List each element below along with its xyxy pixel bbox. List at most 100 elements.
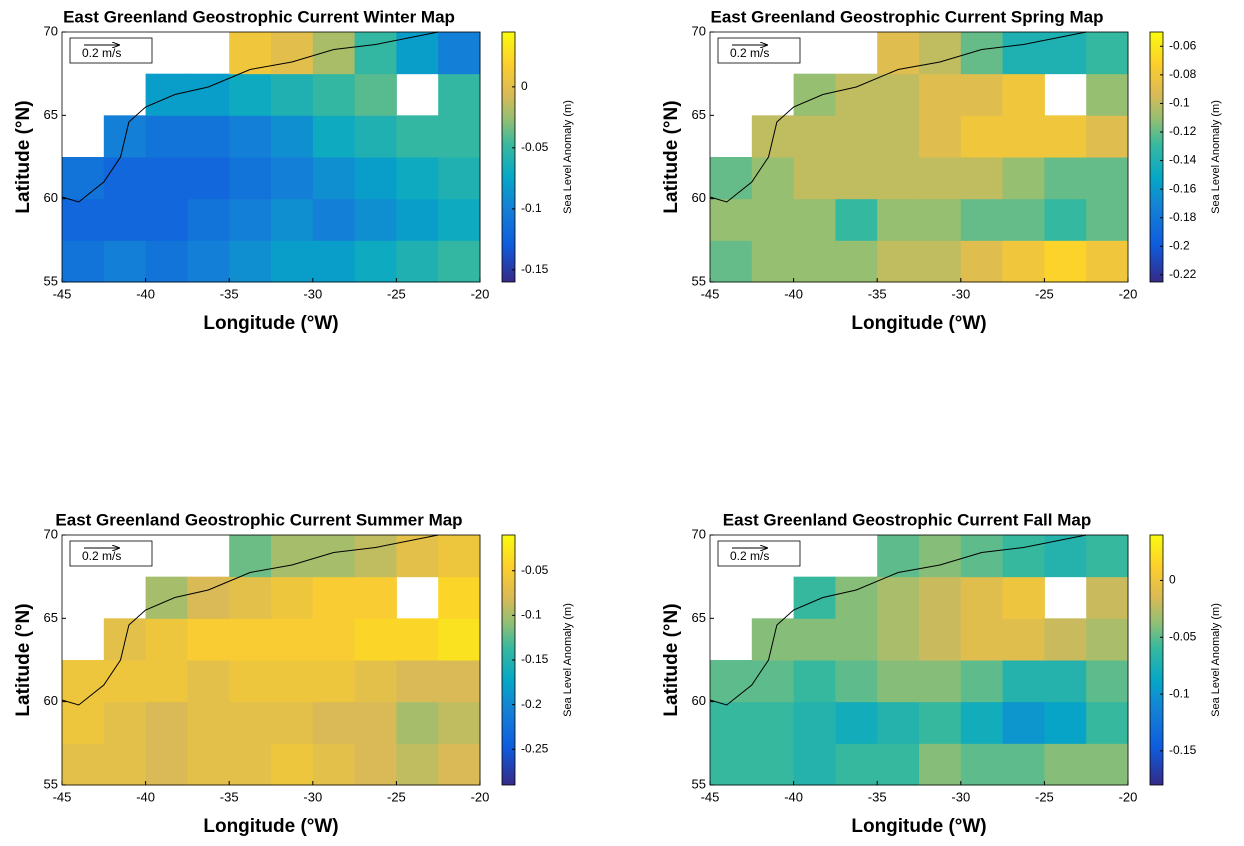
sla-cell — [710, 743, 753, 786]
sla-cell — [145, 240, 188, 283]
sla-cell — [354, 576, 397, 619]
map-panel: -45 -40 -35 -30 -25 -20 55 60 65 70 East Greenland… — [661, 510, 1222, 837]
sla-cell — [960, 576, 1004, 619]
sla-cell — [354, 701, 397, 744]
sla-cell — [229, 240, 272, 283]
colorbar-tick-label: -0.15 — [521, 652, 549, 666]
sla-cell — [835, 73, 878, 116]
x-tick-label: -20 — [1119, 789, 1138, 804]
x-tick-label: -25 — [387, 286, 406, 301]
colorbar-tick-label: -0.15 — [521, 262, 549, 276]
coastline — [709, 31, 1087, 203]
y-tick-label: 70 — [44, 526, 58, 541]
x-tick-label: -45 — [701, 789, 720, 804]
sla-cell — [1086, 198, 1129, 241]
y-tick-label: 60 — [692, 190, 706, 205]
sla-cell — [710, 701, 753, 744]
sla-cell — [960, 115, 1004, 158]
sla-cell — [793, 743, 836, 786]
sla-cell — [960, 157, 1004, 200]
sla-cell — [793, 73, 836, 116]
sla-cell — [919, 701, 962, 744]
axes-frame — [709, 534, 1129, 786]
colorbar-tick-label: -0.2 — [521, 697, 542, 711]
sla-cell — [1002, 618, 1045, 661]
sla-cell — [877, 115, 920, 158]
sla-cell — [187, 240, 230, 283]
sla-cell — [145, 157, 188, 200]
sla-cell — [877, 660, 920, 703]
reference-box — [69, 37, 153, 64]
sla-cell — [960, 240, 1004, 283]
sla-cell — [103, 198, 147, 241]
sla-cell — [919, 157, 962, 200]
sla-cell — [1002, 32, 1045, 75]
sla-cell — [793, 660, 836, 703]
x-tick-label: -25 — [387, 789, 406, 804]
colorbar-tick-label: -0.1 — [521, 201, 542, 215]
x-tick-label: -25 — [1035, 789, 1054, 804]
sla-cell — [354, 660, 397, 703]
sla-cell — [187, 73, 230, 116]
sla-cell — [710, 660, 753, 703]
sla-cell — [396, 535, 439, 578]
sla-cell — [1044, 240, 1087, 283]
colorbar-tick-label: 0 — [1169, 573, 1176, 587]
sla-cell — [1044, 701, 1087, 744]
sla-cell — [1044, 32, 1087, 75]
chart-title: East Greenland Geostrophic Current Fall … — [723, 510, 1091, 529]
sla-cell — [62, 157, 105, 200]
x-tick-label: -30 — [951, 789, 970, 804]
chart-title: East Greenland Geostrophic Current Winte… — [63, 7, 455, 26]
y-tick-label: 65 — [44, 610, 58, 625]
sla-cell — [835, 660, 878, 703]
reference-box — [717, 540, 801, 567]
sla-cell — [1086, 535, 1129, 578]
sla-cell — [1044, 660, 1087, 703]
sla-cell — [271, 73, 314, 116]
y-tick-label: 60 — [44, 190, 58, 205]
sla-cell — [271, 240, 314, 283]
sla-cell — [312, 157, 356, 200]
sla-cell — [1044, 198, 1087, 241]
x-tick-label: -45 — [53, 789, 72, 804]
sla-cell — [187, 576, 230, 619]
sla-cell — [1086, 157, 1129, 200]
sla-cell — [1086, 576, 1129, 619]
reference-label: 0.2 m/s — [82, 549, 121, 563]
colorbar-tick-label: -0.18 — [1169, 210, 1197, 224]
sla-cell — [1002, 701, 1045, 744]
x-tick-label: -20 — [471, 286, 490, 301]
sla-cell — [793, 240, 836, 283]
sla-cell — [835, 576, 878, 619]
sla-cell — [62, 660, 105, 703]
map-panel: -45 -40 -35 -30 -25 -20 55 60 65 70 East Greenland… — [13, 7, 574, 334]
axes-frame — [709, 31, 1129, 283]
sla-cell — [103, 701, 147, 744]
colorbar-label: Sea Level Anomaly (m) — [1210, 100, 1222, 214]
colorbar — [501, 31, 516, 283]
sla-cell — [229, 660, 272, 703]
sla-cell — [438, 32, 481, 75]
colorbar — [1149, 534, 1164, 786]
sla-cell — [187, 115, 230, 158]
sla-cell — [1002, 157, 1045, 200]
sla-cell — [145, 73, 188, 116]
sla-cell — [793, 576, 836, 619]
sla-cell — [396, 743, 439, 786]
sla-cell — [229, 157, 272, 200]
sla-cell — [145, 743, 188, 786]
sla-cell — [919, 535, 962, 578]
sla-cell — [187, 743, 230, 786]
sla-cell — [919, 73, 962, 116]
sla-cell — [1002, 198, 1045, 241]
sla-cell — [960, 743, 1004, 786]
sla-cell — [354, 240, 397, 283]
sla-cell — [145, 618, 188, 661]
colorbar-tick-label: 0 — [521, 79, 528, 93]
x-tick-label: -35 — [868, 286, 887, 301]
colorbar — [1149, 31, 1164, 283]
sla-cell — [1086, 240, 1129, 283]
x-tick-label: -40 — [136, 789, 155, 804]
